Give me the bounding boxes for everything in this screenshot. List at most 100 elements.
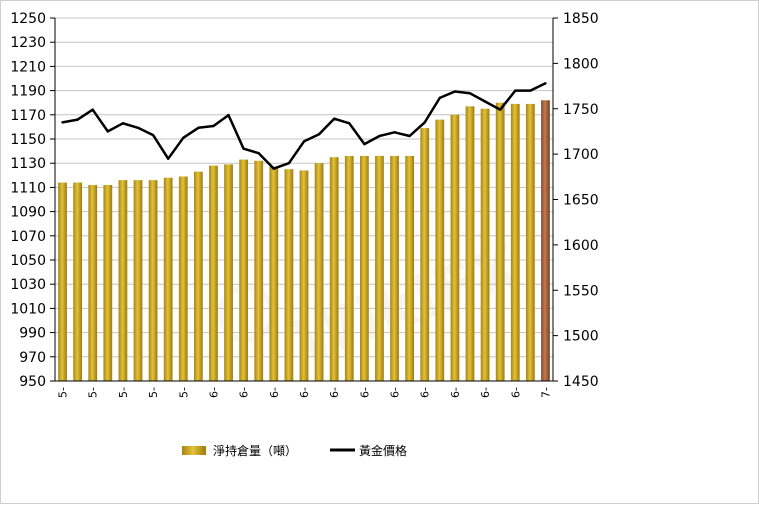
y-right-tick-label: 1450	[563, 374, 599, 390]
x-tick-label: 6-	[449, 387, 462, 398]
bar-25	[435, 119, 445, 381]
tick-labels: 950 970 990 1010 1030 1050 1070 1090 1110 1130 115…	[10, 11, 598, 398]
y-right-tick-label: 1600	[563, 238, 599, 254]
bar-21	[375, 155, 384, 381]
price-point-28	[483, 100, 487, 103]
y-right-tick-label: 1800	[563, 56, 599, 72]
x-tick-label: 6-	[419, 387, 432, 398]
price-point-24	[423, 121, 426, 124]
price-point-9	[197, 126, 200, 130]
y-left-tick-label: 1090	[10, 205, 46, 221]
x-tick-label: 6-	[238, 387, 251, 398]
x-tick-label: 6-	[389, 387, 402, 398]
bar-8	[178, 176, 188, 381]
y-left-tick-label: 1170	[10, 108, 46, 124]
price-point-31	[529, 89, 532, 92]
x-tick-label: 5-	[147, 387, 160, 398]
bar-27	[465, 106, 475, 381]
y-left-tick-label: 1030	[10, 277, 46, 293]
price-point-1	[76, 118, 79, 121]
price-point-20	[363, 142, 366, 146]
y-left-tick-label: 970	[19, 350, 46, 366]
price-point-19	[348, 122, 351, 125]
price-point-30	[514, 89, 517, 92]
bar-23	[405, 155, 415, 381]
bar-31	[525, 103, 535, 381]
bar-16	[299, 170, 309, 381]
price-point-18	[332, 117, 336, 120]
bar-10	[209, 165, 218, 381]
bar-3	[103, 184, 113, 381]
x-tick-label: 6-	[298, 387, 311, 398]
y-left-tick-label: 1110	[10, 180, 46, 196]
x-tick-label: 5-	[87, 387, 100, 398]
x-tick-label: 5-	[117, 387, 130, 398]
price-point-4	[121, 122, 125, 125]
price-point-22	[393, 131, 396, 134]
bar-14	[269, 166, 279, 381]
y-left-tick-label: 1010	[10, 301, 46, 317]
price-point-15	[287, 162, 291, 165]
bar-4	[118, 180, 128, 381]
price-point-10	[212, 124, 215, 128]
price-point-27	[468, 92, 472, 95]
bar-22	[390, 155, 399, 381]
y-right-tick-label: 1750	[563, 102, 599, 118]
y-left-tick-label: 1070	[10, 229, 46, 245]
bar-32	[541, 100, 550, 381]
price-point-32	[544, 82, 547, 85]
legend-bar-swatch	[182, 446, 206, 455]
y-left-tick-label: 1230	[10, 35, 46, 51]
price-point-11	[227, 113, 230, 117]
bar-11	[224, 164, 233, 381]
y-left-tick-label: 990	[19, 326, 46, 342]
x-tick-label: 7-	[539, 387, 552, 398]
price-point-14	[272, 167, 276, 170]
y-left-tick-label: 1130	[10, 156, 46, 172]
price-point-16	[302, 140, 306, 143]
price-point-29	[498, 108, 502, 111]
bar-6	[148, 180, 158, 381]
legend-line-label: 黃金價格	[359, 443, 407, 458]
bar-18	[329, 157, 339, 381]
y-left-tick-label: 1250	[10, 11, 46, 27]
bar-26	[450, 114, 460, 382]
y-left-tick-label: 950	[19, 374, 46, 390]
bar-28	[480, 108, 490, 381]
x-tick-label: 5-	[177, 387, 190, 398]
bar-13	[254, 160, 264, 381]
x-tick-label: 5-	[57, 387, 70, 398]
price-point-3	[106, 130, 110, 133]
bar-5	[133, 180, 143, 381]
x-tick-label: 6-	[509, 387, 522, 398]
y-right-tick-label: 1650	[563, 193, 599, 209]
x-tick-label: 6-	[328, 387, 341, 398]
price-line-series	[61, 82, 547, 170]
y-left-tick-label: 1210	[10, 59, 46, 75]
bar-15	[284, 169, 294, 381]
bar-0	[58, 182, 67, 381]
price-point-21	[378, 134, 381, 138]
bar-9	[193, 171, 203, 381]
bar-17	[314, 163, 324, 381]
bar-12	[239, 159, 249, 381]
bar-series	[58, 100, 550, 382]
price-point-5	[136, 126, 140, 130]
y-right-tick-label: 1850	[563, 11, 599, 27]
price-point-6	[151, 133, 155, 137]
price-point-13	[257, 152, 260, 155]
price-point-25	[438, 96, 442, 100]
y-left-tick-label: 1050	[10, 253, 46, 269]
y-left-tick-label: 1150	[10, 132, 46, 148]
price-point-17	[317, 132, 321, 136]
price-point-2	[91, 108, 94, 111]
legend-bar-label: 淨持倉量（噸）	[213, 443, 297, 458]
bar-20	[359, 155, 369, 381]
y-left-tick-label: 1190	[10, 84, 46, 100]
price-point-26	[453, 90, 457, 93]
price-point-7	[166, 157, 170, 160]
price-point-23	[408, 134, 411, 138]
price-point-0	[61, 121, 64, 124]
